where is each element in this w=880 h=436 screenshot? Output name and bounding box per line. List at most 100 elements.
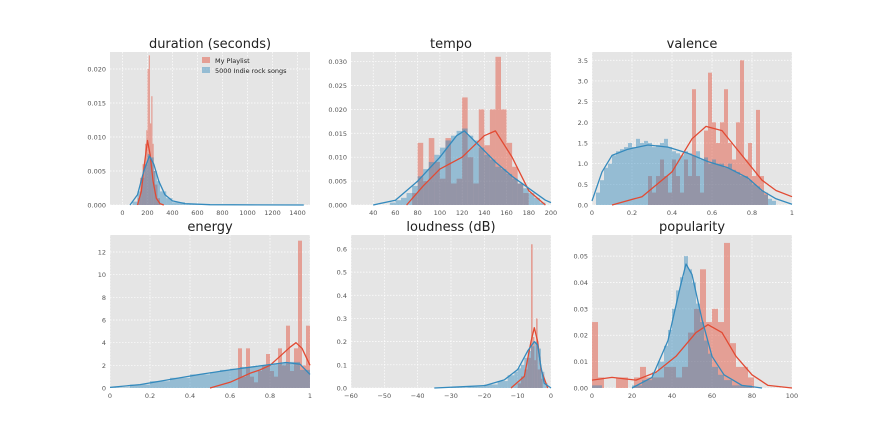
histogram-bar-playlist [456, 178, 463, 205]
histogram-bar-indie [658, 361, 664, 388]
histogram-bar-playlist [708, 72, 712, 205]
histogram-bar-playlist [598, 377, 604, 388]
kde-line-playlist [406, 130, 546, 206]
histogram-bar-playlist [658, 377, 664, 388]
y-tick-label-loudness: 0.2 [337, 338, 347, 346]
histogram-bar-playlist [728, 142, 732, 205]
histogram-bar-indie [141, 177, 145, 205]
y-tick-label-tempo: 0.030 [328, 58, 347, 66]
histogram-bar-indie [537, 348, 541, 388]
x-tick-label-valence: 0.8 [747, 209, 757, 217]
histogram-bar-playlist [501, 109, 507, 205]
histogram-bar-indie [764, 194, 768, 205]
plot-area-valence [592, 52, 792, 205]
y-tick-label-popularity: 0.03 [574, 305, 588, 313]
x-tick-label-tempo: 100 [434, 209, 446, 217]
histogram-bar-indie [534, 197, 540, 205]
legend-label-indie: 5000 Indie rock songs [215, 67, 287, 75]
y-tick-label-valence: 0.0 [578, 202, 588, 210]
histogram-bar-playlist [634, 377, 640, 388]
histogram-bar-indie [748, 180, 752, 205]
y-tick-label-valence: 3.5 [578, 57, 588, 65]
y-tick-label-popularity: 0.02 [574, 332, 588, 340]
y-tick-label-tempo: 0.010 [328, 154, 347, 162]
histogram-bar-indie [544, 383, 548, 388]
histogram-bar-indie [668, 329, 672, 388]
histogram-bar-playlist [521, 376, 525, 388]
histogram-bar-playlist [467, 157, 474, 205]
histogram-bar-indie [467, 386, 485, 388]
x-tick-label-energy: 0.2 [145, 392, 155, 400]
histogram-bar-indie [708, 353, 712, 388]
histogram-bar-playlist [495, 56, 501, 205]
histogram-bar-indie [696, 151, 700, 205]
histogram-bar-playlist [720, 122, 724, 205]
histogram-bar-indie [660, 142, 664, 205]
histogram-bar-indie [290, 361, 300, 388]
histogram-bar-indie [724, 167, 728, 205]
histogram-bar-playlist [147, 69, 149, 205]
panel-title-valence: valence [667, 37, 718, 52]
histogram-bar-playlist [478, 109, 485, 205]
panel-title-loudness: loudness (dB) [406, 220, 495, 235]
histogram-bar-indie [150, 157, 154, 205]
x-tick-label-tempo: 200 [545, 209, 557, 217]
plot-area-popularity [592, 235, 792, 388]
histogram-bar-playlist [146, 130, 148, 205]
histogram-bar-playlist [744, 159, 748, 205]
histogram-bar-indie [632, 385, 642, 388]
y-tick-label-tempo: 0.025 [328, 82, 347, 90]
y-tick-label-popularity: 0.00 [574, 385, 588, 393]
histogram-bar-indie [507, 375, 515, 388]
histogram-bar-playlist [646, 377, 652, 388]
plot-area-duration [110, 52, 310, 205]
histogram-bar-indie [664, 345, 668, 388]
histogram-bar-indie [147, 154, 151, 205]
histogram-bar-playlist [412, 193, 418, 205]
histogram-bar-playlist [536, 318, 538, 388]
histogram-bar-indie [772, 200, 776, 205]
histogram-bar-indie [534, 341, 538, 388]
x-tick-label-popularity: 100 [786, 392, 798, 400]
x-tick-label-valence: 0.2 [627, 209, 637, 217]
x-tick-label-tempo: 40 [369, 209, 377, 217]
histogram-bar-indie [401, 197, 407, 205]
histogram-bar-playlist [664, 176, 668, 205]
y-tick-label-energy: 0 [102, 385, 106, 393]
y-tick-label-tempo: 0.020 [328, 106, 347, 114]
histogram-bar-indie [406, 193, 413, 205]
histogram-bar-indie [270, 364, 280, 388]
histogram-bar-playlist [523, 193, 529, 205]
histogram-bar-indie [434, 154, 440, 205]
histogram-bar-playlist [736, 122, 740, 205]
histogram-bar-playlist [748, 142, 752, 205]
x-tick-label-valence: 1 [790, 209, 794, 217]
x-tick-label-tempo: 80 [414, 209, 422, 217]
histogram-bar-indie [640, 142, 644, 205]
histogram-bar-playlist [445, 138, 451, 205]
histogram-bar-indie [708, 163, 712, 205]
histogram-bar-playlist [704, 130, 708, 205]
x-tick-label-energy: 0.4 [185, 392, 195, 400]
histogram-bar-indie [517, 183, 524, 205]
panel-valence: 0 0.2 0.4 0.6 0.8 1 0.0 0.5 1.0 1.5 2.0 2.5 3.0 3.5 v… [578, 37, 794, 217]
histogram-bar-indie [220, 369, 230, 388]
y-tick-label-energy: 8 [102, 294, 106, 302]
y-tick-label-duration: 0.020 [87, 66, 106, 74]
histogram-bar-playlist [254, 382, 258, 388]
histogram-bar-indie [531, 346, 535, 388]
kde-line-indie [631, 263, 763, 389]
histogram-bar-indie [524, 357, 528, 388]
histogram-bar-playlist [672, 159, 676, 205]
x-tick-label-loudness: −50 [377, 392, 391, 400]
histogram-bar-playlist [696, 176, 700, 205]
histogram-bar-playlist [688, 332, 694, 388]
histogram-bar-indie [539, 202, 546, 205]
histogram-bar-playlist [764, 192, 768, 205]
histogram-bar-playlist [439, 178, 446, 205]
histogram-bar-indie [692, 155, 696, 205]
histogram-bar-indie [756, 186, 760, 205]
histogram-bar-playlist [298, 240, 302, 388]
histogram-bar-playlist [652, 377, 658, 388]
